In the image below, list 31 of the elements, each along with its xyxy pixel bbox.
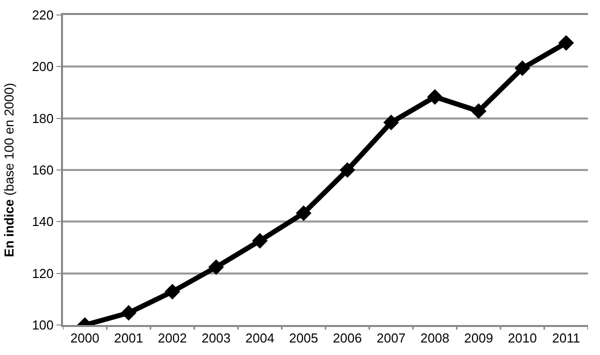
x-tick-label: 2011 [552, 330, 580, 346]
point [383, 114, 399, 130]
y-tick-label: 220 [32, 8, 54, 23]
x-tick-label: 2004 [245, 330, 274, 346]
point [558, 35, 574, 51]
y-tick-label: 180 [32, 110, 54, 126]
x-tick-label: 2007 [376, 330, 406, 346]
point [340, 162, 356, 178]
x-tick-label: 2009 [464, 330, 494, 346]
y-tick-label: 120 [32, 266, 54, 281]
point [164, 284, 180, 300]
point [120, 305, 136, 321]
point [427, 89, 443, 105]
y-tick-label: 200 [32, 59, 54, 74]
point [514, 60, 530, 76]
point [296, 205, 312, 221]
x-tick-label: 2000 [70, 330, 100, 346]
x-tick-label: 2008 [420, 330, 450, 346]
x-tick-label: 2002 [158, 330, 187, 346]
point [252, 232, 268, 249]
y-tick-label: 140 [32, 214, 54, 230]
x-tick-label: 2001 [114, 330, 144, 346]
x-tick-label: 2010 [508, 330, 537, 346]
y-tick-label: 160 [32, 162, 54, 178]
x-tick-label: 2006 [332, 330, 362, 346]
point [208, 259, 224, 275]
x-tick-label: 2005 [289, 330, 318, 346]
x-tick-label: 2003 [202, 330, 231, 346]
y-tick-label: 100 [32, 318, 54, 333]
point [470, 103, 486, 119]
y-axis-title: En indice (base 100 en 2000) [1, 82, 16, 258]
